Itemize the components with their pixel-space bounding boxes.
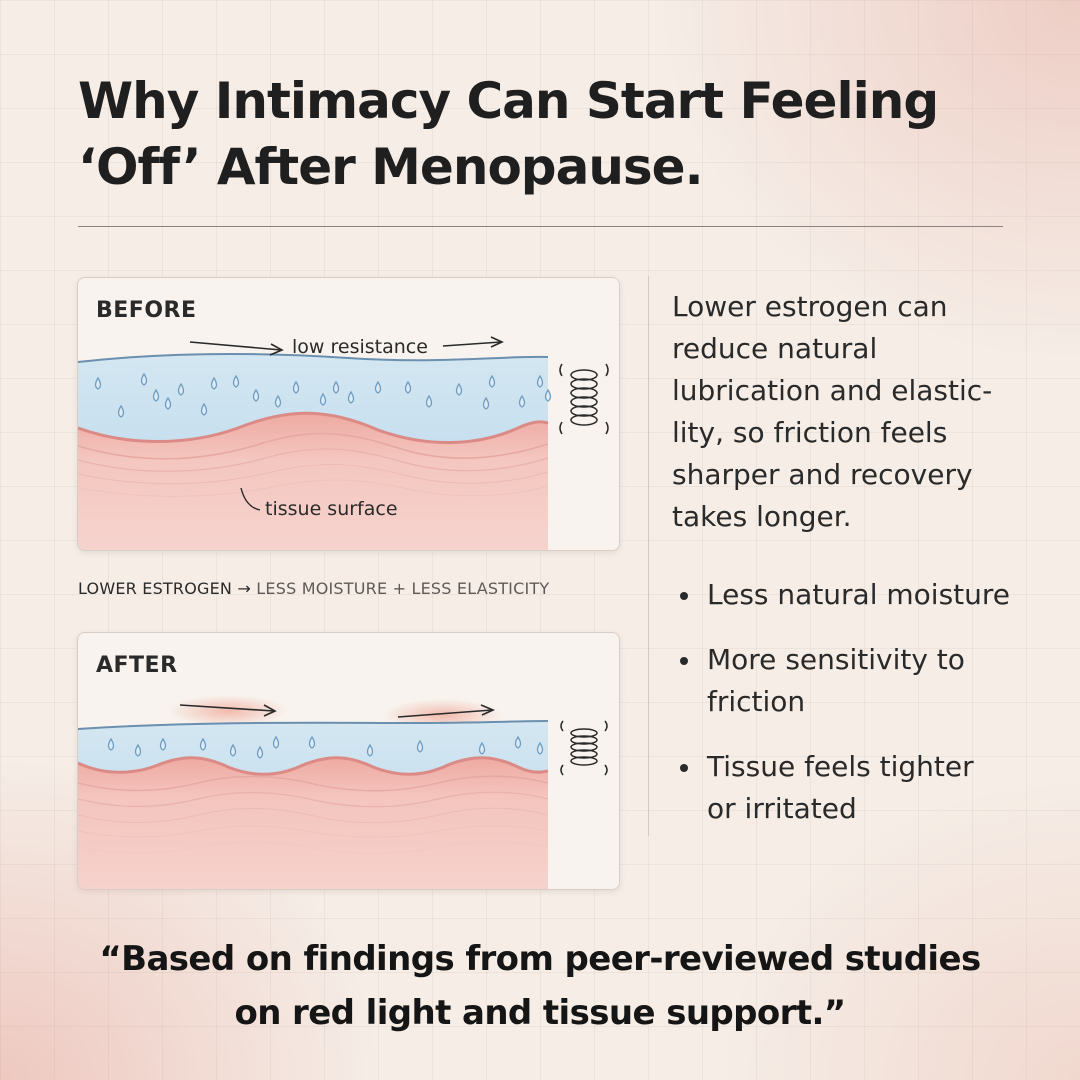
- effect-text: LESS MOISTURE + LESS ELASTICITY: [256, 579, 550, 598]
- droplet-icon: [210, 376, 218, 390]
- droplet-icon: [536, 741, 544, 755]
- description-line: takes longer.: [672, 500, 852, 533]
- droplet-icon: [164, 396, 172, 410]
- droplet-icon: [272, 735, 280, 749]
- before-illustration: low resistance tissue surface: [78, 278, 619, 550]
- cause-effect-label: LOWER ESTROGEN → LESS MOISTURE + LESS EL…: [78, 579, 623, 598]
- droplet-icon: [482, 396, 490, 410]
- tissue-surface-pointer: [240, 487, 261, 511]
- footer-quote: “Based on findings from peer-reviewed st…: [40, 932, 1040, 1040]
- droplet-icon: [478, 741, 486, 755]
- title-divider: [78, 226, 1003, 227]
- droplet-icon: [308, 735, 316, 749]
- droplet-icon: [514, 735, 522, 749]
- tissue-layer: [78, 757, 548, 889]
- droplet-icon: [488, 374, 496, 388]
- bullet-dot-icon: [680, 657, 688, 665]
- list-item-text: friction: [707, 685, 806, 718]
- title-line-2: ‘Off’ After Menopause.: [78, 138, 704, 196]
- water-surface-line: [78, 720, 549, 730]
- cause-text: LOWER ESTROGEN →: [78, 579, 251, 598]
- droplet-icon: [274, 394, 282, 408]
- column-divider: [648, 276, 649, 836]
- droplet-icon: [134, 743, 142, 757]
- droplet-icon: [455, 382, 463, 396]
- droplet-icon: [404, 380, 412, 394]
- after-illustration: [78, 633, 619, 889]
- title-line-1: Why Intimacy Can Start Feeling: [78, 72, 939, 130]
- list-item-text: or irritated: [707, 792, 857, 825]
- droplet-icon: [518, 394, 526, 408]
- page-title: Why Intimacy Can Start Feeling ‘Off’ Aft…: [78, 68, 1018, 200]
- droplet-icon: [319, 392, 327, 406]
- low-resistance-label: low resistance: [292, 336, 428, 358]
- droplet-icon: [332, 380, 340, 394]
- droplet-icon: [232, 374, 240, 388]
- description-line: Lower estrogen can: [672, 290, 948, 323]
- spring-icon: [559, 363, 609, 435]
- before-panel: low resistance tissue surface BEFORE: [77, 277, 620, 551]
- droplet-icon: [252, 388, 260, 402]
- arrow-right-icon: [442, 336, 504, 348]
- description-text: Lower estrogen can reduce natural lubric…: [672, 286, 1017, 538]
- before-label: BEFORE: [96, 298, 197, 323]
- description-line: lubrication and elastic-: [672, 374, 993, 407]
- droplet-icon: [140, 372, 148, 386]
- droplet-icons: [107, 735, 544, 759]
- spring-icon: [560, 720, 608, 776]
- tissue-surface-line: [78, 756, 549, 776]
- after-panel: AFTER: [77, 632, 620, 890]
- droplet-icon: [536, 374, 544, 388]
- arrow-right-icon: [397, 704, 496, 718]
- bullet-dot-icon: [680, 592, 688, 600]
- droplet-icon: [256, 745, 264, 759]
- friction-glow: [168, 695, 288, 727]
- droplet-icon: [292, 380, 300, 394]
- water-surface-line: [78, 352, 549, 363]
- droplet-icon: [117, 404, 125, 418]
- droplet-icon: [374, 380, 382, 394]
- droplet-icon: [152, 388, 160, 402]
- quote-line-2: on red light and tissue support.”: [234, 993, 846, 1033]
- droplet-icon: [347, 390, 355, 404]
- droplet-icon: [416, 739, 424, 753]
- description-line: reduce natural: [672, 332, 878, 365]
- droplet-icons: [94, 372, 552, 418]
- droplet-icon: [107, 737, 115, 751]
- tissue-layer: [78, 413, 548, 550]
- arrow-right-icon: [179, 704, 277, 717]
- arrow-right-icon: [189, 341, 284, 356]
- description-line: lity, so friction feels: [672, 416, 948, 449]
- droplet-icon: [366, 743, 374, 757]
- droplet-icon: [177, 382, 185, 396]
- tissue-surface-line: [78, 411, 549, 445]
- list-item-text: More sensitivity to: [707, 643, 965, 676]
- droplet-icon: [94, 376, 102, 390]
- droplet-icon: [199, 737, 207, 751]
- droplet-icon: [229, 743, 237, 757]
- bullet-dot-icon: [680, 764, 688, 772]
- tissue-surface-label: tissue surface: [265, 498, 398, 520]
- list-item-text: Tissue feels tighter: [707, 750, 974, 783]
- droplet-icon: [159, 737, 167, 751]
- description-line: sharper and recovery: [672, 458, 973, 491]
- quote-line-1: “Based on findings from peer-reviewed st…: [99, 939, 981, 979]
- droplet-icon: [425, 394, 433, 408]
- list-item-text: Less natural moisture: [707, 578, 1011, 611]
- after-label: AFTER: [96, 653, 178, 678]
- droplet-icon: [544, 388, 552, 402]
- droplet-icon: [200, 402, 208, 416]
